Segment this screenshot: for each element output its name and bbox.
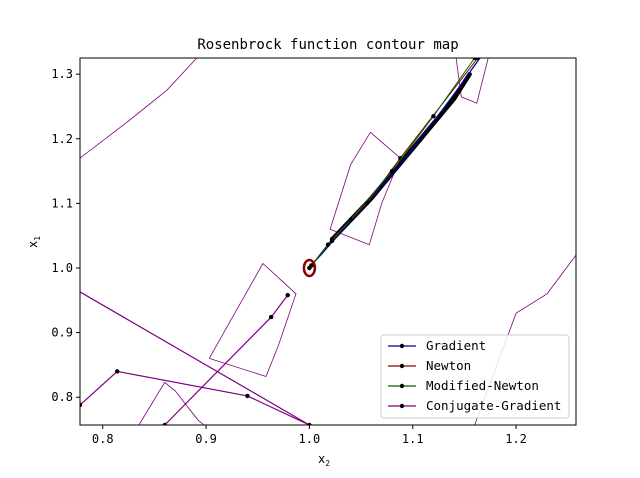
series-modified-newton-point-6 bbox=[325, 242, 331, 247]
y-tick-label-6: 1.3 bbox=[51, 67, 73, 81]
legend-box bbox=[380, 334, 570, 419]
conjugate-gradient-extra-point-2-3 bbox=[245, 393, 250, 399]
legend-newton-marker bbox=[399, 363, 405, 369]
y-tick-label-4: 1.1 bbox=[51, 196, 73, 210]
series-modified-newton-point-1 bbox=[472, 58, 477, 61]
series-modified-newton-point-4 bbox=[348, 217, 353, 222]
series-conjugate-gradient-point-1 bbox=[162, 422, 167, 425]
plot-area bbox=[80, 58, 576, 425]
y-tick-label-3: 1.0 bbox=[51, 261, 73, 275]
series-modified-newton-point-2 bbox=[431, 113, 436, 119]
x-tick-label-5: 1.2 bbox=[505, 432, 527, 446]
contour-line-1 bbox=[80, 58, 198, 159]
series-modified-newton-point-5 bbox=[329, 238, 335, 244]
series-modified-newton-point-3 bbox=[389, 168, 395, 174]
y-tick-label-1: 0.8 bbox=[51, 390, 73, 404]
x-axis-title-subscript: 2 bbox=[325, 459, 330, 468]
legend-gradient-marker bbox=[399, 343, 405, 349]
conjugate-gradient-extra-point-2-4 bbox=[307, 422, 312, 425]
conjugate-gradient-extra-point-2-2 bbox=[115, 369, 120, 374]
legend-conjugate-gradient-label: Conjugate-Gradient bbox=[426, 398, 561, 413]
x-axis-title-base: x bbox=[318, 452, 325, 466]
legend-conjugate-gradient-marker bbox=[399, 403, 405, 409]
y-axis: 0.8 0.9 1.0 1.1 1.2 1.3 bbox=[51, 67, 80, 404]
contour-line-2 bbox=[455, 58, 489, 104]
x-axis-title: x2 bbox=[318, 452, 330, 468]
y-axis-title-subscript: 1 bbox=[33, 236, 42, 241]
series-conjugate-gradient-point-2 bbox=[268, 314, 274, 320]
contour-line-4 bbox=[208, 262, 297, 377]
series-conjugate-gradient-point-3 bbox=[285, 292, 290, 298]
x-tick-label-1: 0.8 bbox=[92, 432, 114, 446]
x-tick-label-2: 0.9 bbox=[195, 432, 217, 446]
conjugate-gradient-extra-point-2-1 bbox=[80, 402, 83, 408]
y-tick-label-2: 0.9 bbox=[51, 326, 73, 340]
x-axis: 0.8 0.9 1.0 1.1 1.2 bbox=[92, 425, 527, 446]
legend: Gradient Newton Modified-Newton Conjugate-G… bbox=[380, 334, 570, 419]
x-tick-label-3: 1.0 bbox=[299, 432, 321, 446]
y-tick-label-5: 1.2 bbox=[51, 132, 73, 146]
chart-title: Rosenbrock function contour map bbox=[197, 37, 458, 53]
axes-frame bbox=[79, 57, 577, 426]
y-axis-title: x1 bbox=[26, 236, 42, 248]
x-tick-label-4: 1.1 bbox=[402, 432, 424, 446]
minimum-marker bbox=[302, 258, 317, 278]
contour-line-5 bbox=[138, 381, 205, 425]
legend-modified-newton-label: Modified-Newton bbox=[426, 378, 539, 393]
conjugate-gradient-extra-line-1 bbox=[80, 291, 310, 425]
y-axis-title-base: x bbox=[26, 241, 40, 248]
legend-gradient-label: Gradient bbox=[426, 338, 486, 353]
series-modified-newton-point-8 bbox=[307, 265, 312, 271]
legend-modified-newton-marker bbox=[399, 383, 405, 389]
conjugate-gradient-extra-line-2 bbox=[80, 370, 310, 425]
legend-newton-label: Newton bbox=[426, 358, 471, 373]
